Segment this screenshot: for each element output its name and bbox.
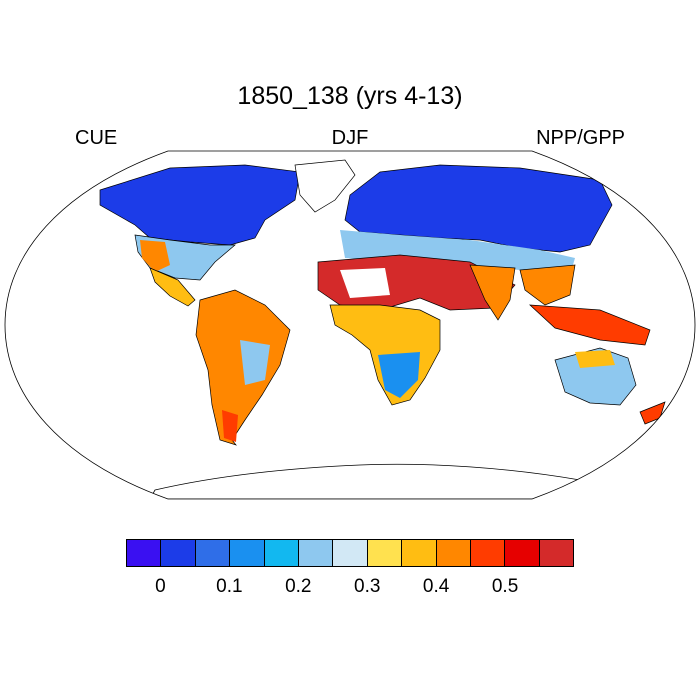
australia (554, 347, 637, 406)
colorbar-tick-label: 0.2 (285, 576, 312, 597)
map-title: 1850_138 (yrs 4-13) (237, 82, 463, 110)
colorbar-swatch (195, 540, 231, 566)
sahara-desert (340, 268, 390, 298)
mexico (149, 267, 196, 307)
colorbar-tick-label: 0.1 (216, 576, 243, 597)
colorbar-swatch (505, 540, 540, 566)
eurasia-temperate (340, 230, 575, 275)
colorbar-tick-label: 0.5 (491, 576, 519, 597)
colorbar-swatch (333, 540, 368, 566)
patagonia (222, 410, 238, 442)
units-label: NPP/GPP (536, 127, 625, 149)
colorbar-swatch (127, 540, 162, 566)
colorbar-swatch (230, 540, 265, 566)
colorbar-swatch (161, 540, 196, 566)
colorbar-swatch (298, 540, 334, 566)
indonesia (529, 304, 651, 346)
map-frame (4, 150, 696, 500)
variable-label: CUE (75, 127, 118, 149)
southeast-asia (519, 264, 576, 306)
south-america-east (240, 340, 270, 385)
colorbar-swatch (264, 540, 299, 566)
india (469, 264, 516, 321)
colorbar-swatch (402, 540, 437, 566)
greenland (294, 159, 356, 213)
colorbar-swatch (470, 540, 506, 566)
colorbar-swatch (436, 540, 471, 566)
colorbar-swatch (539, 540, 574, 566)
africa-south (378, 352, 420, 398)
colorbar (126, 539, 574, 567)
australia-north (575, 350, 615, 368)
colorbar-tick-label: 0.4 (422, 576, 450, 597)
north-america-southwest (140, 240, 170, 272)
colorbar-tick-label: 0.3 (354, 576, 381, 597)
colorbar-swatch (367, 540, 403, 566)
north-america-boreal (99, 164, 301, 246)
season-label: DJF (331, 127, 369, 149)
antarctica (149, 463, 602, 499)
colorbar-tick-label: 0 (155, 576, 166, 597)
new-zealand (639, 401, 666, 425)
south-america (195, 289, 291, 446)
